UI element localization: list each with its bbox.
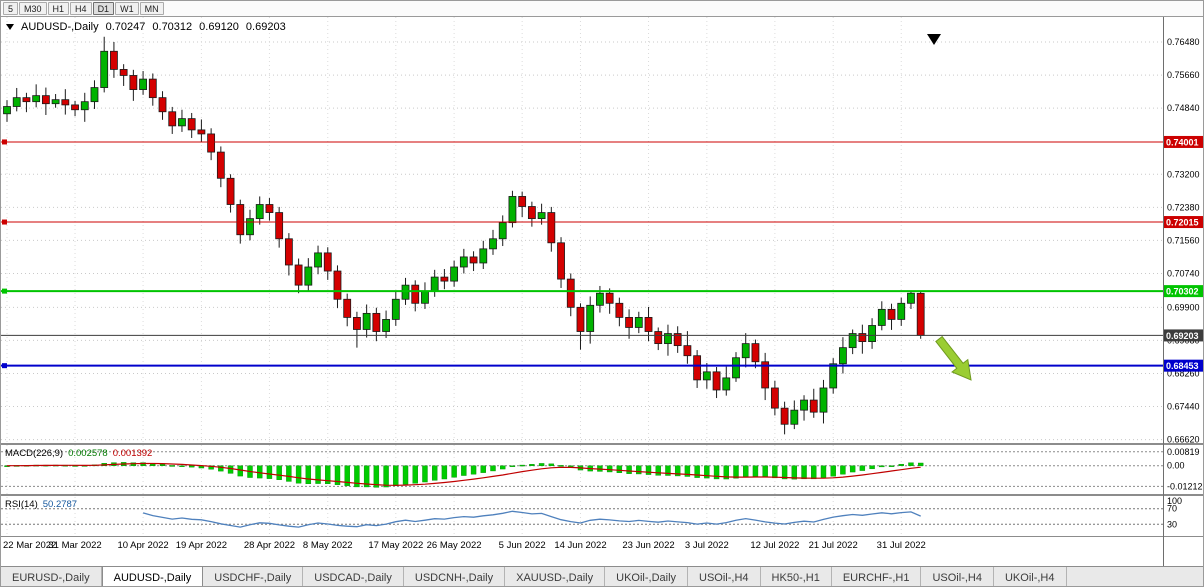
candlesticks-layer	[3, 36, 925, 435]
chart-tab-usdcad-daily[interactable]: USDCAD-,Daily	[303, 567, 404, 586]
svg-text:0.00819: 0.00819	[1167, 447, 1200, 457]
svg-text:0.71560: 0.71560	[1167, 235, 1200, 245]
svg-text:0.73200: 0.73200	[1167, 169, 1200, 179]
timeframe-button-5[interactable]: 5	[3, 2, 19, 15]
timeframe-button-D1[interactable]: D1	[92, 2, 115, 15]
svg-text:22 Mar 2022: 22 Mar 2022	[3, 540, 56, 551]
chart-high-value: 0.70312	[152, 21, 193, 33]
svg-text:23 Jun 2022: 23 Jun 2022	[622, 540, 674, 551]
rsi-value: 50.2787	[42, 499, 78, 510]
svg-text:0.75660: 0.75660	[1167, 70, 1200, 80]
macd-signal-value: 0.001392	[112, 448, 153, 459]
chart-canvas[interactable]: 0.76480 0.75660 0.74840 0.73200 0.72380 0.715…	[1, 17, 1204, 566]
svg-text:0.68260: 0.68260	[1167, 368, 1200, 378]
chart-tab-ukoil-h4[interactable]: UKOil-,H4	[993, 567, 1067, 586]
timeframe-button-M30[interactable]: M30	[19, 2, 47, 15]
svg-text:0.66620: 0.66620	[1167, 435, 1200, 445]
svg-text:30: 30	[1167, 519, 1177, 529]
chart-title: AUDUSD-,Daily 0.70247 0.70312 0.69120 0.…	[6, 21, 286, 33]
svg-text:0.69203: 0.69203	[1166, 331, 1199, 341]
down-arrow-marker[interactable]	[927, 34, 941, 45]
rsi-name: RSI(14)	[5, 499, 38, 510]
svg-text:31 Jul 2022: 31 Jul 2022	[877, 540, 926, 551]
svg-text:5 Jun 2022: 5 Jun 2022	[499, 540, 546, 551]
macd-indicator-label: MACD(226,9) 0.002578 0.001392	[5, 448, 152, 459]
timeframe-button-H1[interactable]: H1	[47, 2, 70, 15]
macd-main-value: 0.002578	[68, 448, 108, 459]
chart-low-value: 0.69120	[199, 21, 239, 33]
svg-text:3 Jul 2022: 3 Jul 2022	[685, 540, 729, 551]
chart-tab-usoil-h4[interactable]: USOil-,H4	[688, 567, 761, 586]
svg-text:0.74001: 0.74001	[1166, 137, 1199, 147]
chart-tab-usdchf-daily[interactable]: USDCHF-,Daily	[203, 567, 304, 586]
svg-text:31 Mar 2022: 31 Mar 2022	[48, 540, 101, 551]
chart-tab-xauusd-daily[interactable]: XAUUSD-,Daily	[505, 567, 606, 586]
svg-text:14 Jun 2022: 14 Jun 2022	[554, 540, 606, 551]
timeframe-button-H4[interactable]: H4	[70, 2, 92, 15]
svg-text:12 Jul 2022: 12 Jul 2022	[750, 540, 799, 551]
chart-open-value: 0.70247	[105, 21, 146, 33]
horizontal-lines-layer[interactable]	[1, 139, 1163, 369]
svg-text:0.72380: 0.72380	[1167, 202, 1200, 212]
chart-area[interactable]: 0.76480 0.75660 0.74840 0.73200 0.72380 0.715…	[1, 17, 1204, 566]
svg-text:0.70740: 0.70740	[1167, 268, 1200, 278]
svg-text:0.68453: 0.68453	[1166, 361, 1199, 371]
timeframe-button-MN[interactable]: MN	[139, 2, 164, 15]
chart-tab-eurchf-h1[interactable]: EURCHF-,H1	[831, 567, 922, 586]
svg-text:8 May 2022: 8 May 2022	[303, 540, 353, 551]
chart-close-value: 0.69203	[245, 21, 286, 33]
svg-text:10 Apr 2022: 10 Apr 2022	[117, 540, 168, 551]
svg-text:0.00: 0.00	[1167, 461, 1185, 471]
svg-text:19 Apr 2022: 19 Apr 2022	[176, 540, 227, 551]
svg-text:-0.01212: -0.01212	[1167, 481, 1203, 491]
timeframe-toolbar: 5 M30 H1 H4 D1 W1 MN	[1, 1, 1203, 17]
grid-layer	[1, 17, 1163, 536]
chart-tabs-bar: EURUSD-,Daily AUDUSD-,Daily USDCHF-,Daily U…	[1, 566, 1203, 586]
rsi-panel	[1, 508, 1163, 528]
svg-text:100: 100	[1167, 496, 1182, 506]
chart-tab-usoil-h4[interactable]: USOil-,H4	[921, 567, 994, 586]
chart-tab-eurusd-daily[interactable]: EURUSD-,Daily	[1, 567, 102, 586]
chart-tab-audusd-daily[interactable]: AUDUSD-,Daily	[101, 567, 204, 586]
svg-text:28 Apr 2022: 28 Apr 2022	[244, 540, 295, 551]
svg-text:21 Jul 2022: 21 Jul 2022	[809, 540, 858, 551]
svg-text:17 May 2022: 17 May 2022	[368, 540, 423, 551]
chart-tab-hk50-h1[interactable]: HK50-,H1	[760, 567, 832, 586]
annotations-layer[interactable]	[927, 34, 979, 386]
svg-text:0.67440: 0.67440	[1167, 402, 1200, 412]
svg-text:70: 70	[1167, 504, 1177, 514]
chart-symbol-label: AUDUSD-,Daily	[21, 21, 99, 33]
macd-name: MACD(226,9)	[5, 448, 64, 459]
svg-text:26 May 2022: 26 May 2022	[427, 540, 482, 551]
rsi-indicator-label: RSI(14) 50.2787	[5, 499, 77, 510]
chart-collapse-icon[interactable]	[6, 24, 14, 30]
svg-text:0.69900: 0.69900	[1167, 302, 1200, 312]
macd-panel	[1, 451, 1163, 488]
svg-text:0.76480: 0.76480	[1167, 37, 1200, 47]
sell-signal-arrow[interactable]	[931, 333, 979, 386]
chart-tab-ukoil-daily[interactable]: UKOil-,Daily	[605, 567, 689, 586]
svg-text:0.72015: 0.72015	[1166, 218, 1199, 228]
svg-text:0.74840: 0.74840	[1167, 103, 1200, 113]
chart-tab-usdcnh-daily[interactable]: USDCNH-,Daily	[403, 567, 506, 586]
svg-text:0.70302: 0.70302	[1166, 287, 1199, 297]
timeframe-button-W1[interactable]: W1	[115, 2, 139, 15]
panel-frames	[1, 17, 1203, 566]
price-axis[interactable]: 0.76480 0.75660 0.74840 0.73200 0.72380 0.715…	[3, 37, 1204, 551]
